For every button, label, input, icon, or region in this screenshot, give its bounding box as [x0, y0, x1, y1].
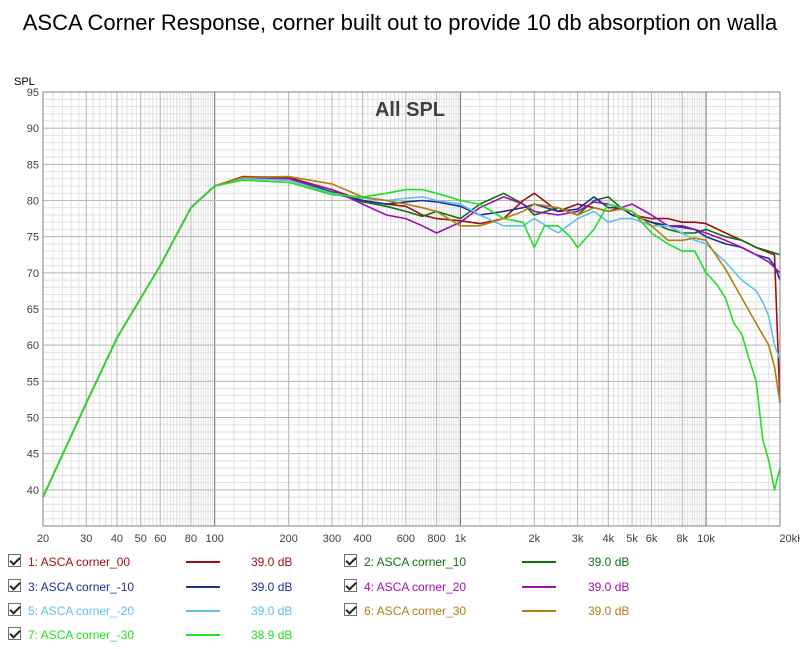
x-tick-label: 800: [427, 533, 445, 545]
y-tick-label: 60: [27, 340, 39, 352]
x-tick-label: 400: [353, 533, 371, 545]
legend-checkbox[interactable]: [8, 579, 21, 592]
legend-item-6[interactable]: 6: ASCA corner_30 39.0 dB: [344, 602, 658, 620]
x-tick-label: 3k: [572, 533, 584, 545]
x-axis-labels: 20 30 40 50 60 80 100 200 300 400 600 800 1k 2k 3k 4k 5k…: [37, 533, 800, 545]
plot-frame: [42, 91, 781, 527]
legend-color-swatch: [186, 634, 220, 636]
legend-color-swatch: [186, 586, 220, 588]
legend-checkbox[interactable]: [344, 603, 357, 616]
legend-checkbox[interactable]: [344, 554, 357, 567]
chart-title: ASCA Corner Response, corner built out t…: [22, 10, 778, 35]
y-tick-label: 65: [27, 304, 39, 316]
x-tick-label: 5k: [626, 533, 638, 545]
y-tick-label: 90: [27, 123, 39, 135]
plot-label: All SPL: [375, 99, 445, 121]
x-tick-label: 200: [279, 533, 297, 545]
y-axis-labels: 40 45 50 55 60 65 70 75 80 85 90 95: [27, 87, 39, 497]
legend-series-name: 4: ASCA corner_20: [364, 580, 467, 594]
x-tick-label: 20kHz: [779, 533, 800, 545]
y-tick-label: 95: [27, 87, 39, 99]
legend-series-name: 6: ASCA corner_30: [364, 604, 467, 618]
legend-item-3[interactable]: 3: ASCA corner_-10 39.0 dB: [8, 578, 321, 596]
x-tick-label: 300: [323, 533, 341, 545]
legend-item-7[interactable]: 7: ASCA corner_-30 38.9 dB: [8, 626, 321, 644]
y-tick-label: 55: [27, 376, 39, 388]
legend-offset-value: 39.0 dB: [588, 580, 630, 594]
y-tick-label: 75: [27, 232, 39, 244]
y-tick-label: 40: [27, 485, 39, 497]
legend-series-name: 7: ASCA corner_-30: [28, 628, 135, 642]
y-axis-title: SPL: [14, 76, 35, 88]
legend-checkbox[interactable]: [8, 603, 21, 616]
x-tick-label: 6k: [646, 533, 658, 545]
x-tick-label: 8k: [676, 533, 688, 545]
legend-offset-value: 39.0 dB: [588, 555, 630, 569]
legend-item-1[interactable]: 1: ASCA corner_00 39.0 dB: [8, 553, 321, 571]
x-tick-label: 600: [397, 533, 415, 545]
series-line-7: [42, 179, 781, 498]
legend-item-2[interactable]: 2: ASCA corner_10 39.0 dB: [344, 553, 658, 571]
y-tick-label: 70: [27, 268, 39, 280]
legend-offset-value: 39.0 dB: [588, 604, 630, 618]
series-layer: [42, 175, 781, 498]
y-tick-label: 80: [27, 196, 39, 208]
legend-color-swatch: [186, 610, 220, 612]
legend-checkbox[interactable]: [8, 554, 21, 567]
legend-series-name: 5: ASCA corner_-20: [28, 604, 135, 618]
x-tick-label: 20: [37, 533, 49, 545]
legend-checkbox[interactable]: [344, 579, 357, 592]
x-tick-label: 60: [154, 533, 166, 545]
x-tick-label: 1k: [455, 533, 467, 545]
legend-color-swatch: [522, 561, 556, 563]
legend-offset-value: 39.0 dB: [251, 555, 293, 569]
major-grid: [43, 91, 780, 526]
x-tick-label: 50: [135, 533, 147, 545]
legend-series-name: 3: ASCA corner_-10: [28, 580, 135, 594]
series-line-5: [42, 178, 781, 498]
series-line-1: [42, 175, 781, 498]
x-tick-label: 80: [185, 533, 197, 545]
series-line-6: [42, 175, 781, 498]
x-tick-label: 30: [80, 533, 92, 545]
legend-item-4[interactable]: 4: ASCA corner_20 39.0 dB: [344, 578, 658, 596]
legend-checkbox[interactable]: [8, 627, 21, 640]
legend-color-swatch: [186, 561, 220, 563]
legend-item-5[interactable]: 5: ASCA corner_-20 39.0 dB: [8, 602, 321, 620]
x-tick-label: 4k: [602, 533, 614, 545]
y-tick-label: 85: [27, 159, 39, 171]
x-tick-label: 100: [206, 533, 224, 545]
x-tick-label: 2k: [529, 533, 541, 545]
legend-color-swatch: [522, 586, 556, 588]
legend-series-name: 1: ASCA corner_00: [28, 555, 131, 569]
y-tick-label: 50: [27, 413, 39, 425]
x-tick-label: 10k: [697, 533, 715, 545]
legend-offset-value: 38.9 dB: [251, 628, 293, 642]
legend-color-swatch: [522, 610, 556, 612]
legend-series-name: 2: ASCA corner_10: [364, 555, 467, 569]
series-line-4: [42, 176, 781, 498]
y-tick-label: 45: [27, 449, 39, 461]
legend-offset-value: 39.0 dB: [251, 604, 293, 618]
x-tick-label: 40: [111, 533, 123, 545]
legend-offset-value: 39.0 dB: [251, 580, 293, 594]
